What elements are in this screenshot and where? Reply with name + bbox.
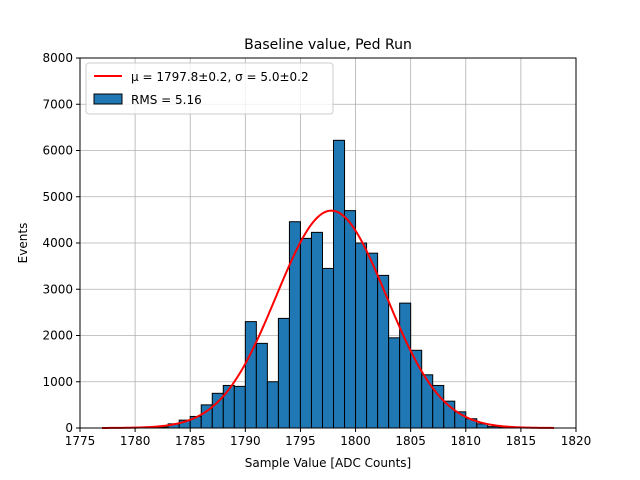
x-tick-label: 1815 [506,434,537,448]
legend-box [85,62,334,115]
histogram-bar [344,210,357,429]
x-tick-label: 1795 [285,434,316,448]
x-tick-label: 1810 [451,434,482,448]
histogram-bar [333,139,346,429]
y-tick-label: 0 [65,421,73,435]
y-tick-label: 8000 [42,51,73,65]
histogram-bar [366,252,379,429]
histogram-bar [299,237,312,429]
y-tick-label: 4000 [42,236,73,250]
histogram-bar [432,384,445,429]
histogram-bar [222,384,235,429]
x-tick-label: 1780 [120,434,151,448]
histogram-bar [421,374,434,429]
legend-fit-label: μ = 1797.8±0.2, σ = 5.0±0.2 [131,70,309,84]
y-tick-label: 5000 [42,190,73,204]
y-tick-label: 3000 [42,282,73,296]
x-axis-label: Sample Value [ADC Counts] [245,456,411,470]
y-tick-label: 7000 [42,97,73,111]
y-tick-label: 1000 [42,375,73,389]
x-tick-label: 1775 [65,434,96,448]
histogram-bar [355,242,368,429]
x-tick-label: 1820 [561,434,592,448]
legend-hist-label: RMS = 5.16 [131,93,202,107]
histogram-bar [321,267,335,429]
legend-hist-swatch [93,93,123,105]
histogram-bar [266,381,279,429]
histogram-bar [310,231,323,429]
histogram-bar [255,342,268,429]
histogram-bars [156,139,511,429]
x-tick-label: 1800 [340,434,371,448]
x-tick-label: 1785 [175,434,206,448]
histogram-bar [388,337,401,429]
histogram-bar [277,317,290,429]
histogram-bar [233,385,246,429]
histogram-bar [399,302,412,429]
x-tick-label: 1790 [230,434,261,448]
y-axis-ticks: 0 1000 2000 3000 4000 5000 6000 7000 8000 [42,51,80,435]
gaussian-fit-curve [102,209,554,429]
x-tick-label: 1805 [395,434,426,448]
x-axis-ticks: 1775 1780 1785 1790 1795 1800 1805 1810 1815 1820 [65,428,592,448]
y-tick-label: 6000 [42,144,73,158]
chart-title: Baseline value, Ped Run [244,37,412,53]
y-tick-label: 2000 [42,329,73,343]
y-axis-label: Events [16,223,30,264]
legend: μ = 1797.8±0.2, σ = 5.0±0.2 RMS = 5.16 [85,62,334,115]
histogram-bar [244,321,257,429]
